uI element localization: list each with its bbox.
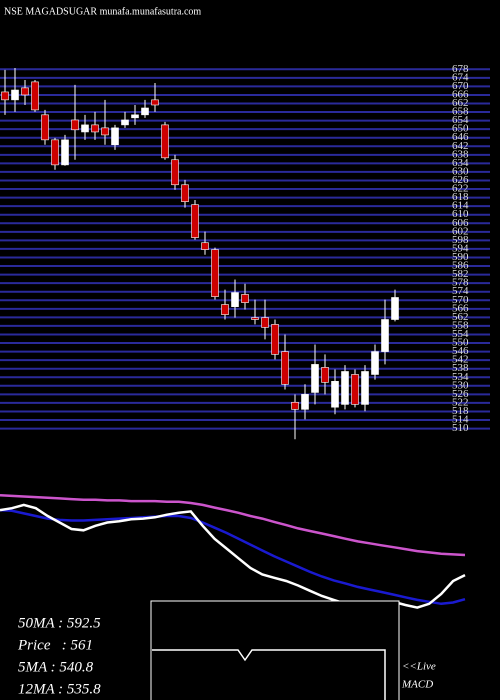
- candle-body: [71, 119, 79, 131]
- y-tick-label: 654: [452, 114, 469, 126]
- candle-body: [371, 351, 379, 375]
- y-tick-label: 566: [452, 302, 469, 314]
- y-tick-label: 586: [452, 260, 469, 272]
- ma12-label: 12MA : 535.8: [18, 681, 101, 697]
- y-tick-label: 646: [452, 131, 469, 143]
- candle-body: [61, 139, 69, 166]
- y-tick-label: 570: [452, 294, 469, 306]
- y-tick-label: 542: [452, 354, 469, 366]
- live-label: <<Live: [402, 661, 436, 673]
- candle-body: [281, 351, 289, 385]
- y-tick-label: 638: [452, 148, 469, 160]
- candle-body: [81, 124, 89, 133]
- candle-body: [321, 367, 329, 383]
- candle-body: [1, 91, 9, 101]
- y-tick-label: 634: [452, 157, 469, 169]
- y-tick-label: 630: [452, 165, 469, 177]
- candle-body: [391, 297, 399, 320]
- y-tick-label: 614: [452, 200, 469, 212]
- y-tick-label: 598: [452, 234, 469, 246]
- y-tick-label: 554: [452, 328, 469, 340]
- y-tick-label: 538: [452, 362, 469, 374]
- y-tick-label: 582: [452, 268, 469, 280]
- candle-body: [231, 292, 239, 307]
- price-label: Price : 561: [17, 637, 93, 653]
- y-tick-label: 610: [452, 208, 469, 220]
- candle-body: [301, 394, 309, 410]
- candle-body: [211, 249, 219, 297]
- candle-body: [201, 242, 209, 250]
- y-tick-label: 622: [452, 183, 469, 195]
- y-tick-label: 662: [452, 97, 469, 109]
- candle-body: [331, 381, 339, 408]
- y-tick-label: 650: [452, 123, 469, 135]
- y-tick-label: 678: [452, 63, 469, 75]
- macd-panel: [150, 600, 400, 700]
- candle-body: [41, 114, 49, 141]
- y-tick-label: 518: [452, 405, 469, 417]
- y-tick-label: 594: [452, 242, 469, 254]
- y-tick-label: 526: [452, 388, 469, 400]
- candle-body: [141, 107, 149, 116]
- candle-body: [361, 371, 369, 405]
- candle-body: [31, 81, 39, 111]
- candle-body: [151, 99, 159, 106]
- candle-body: [111, 127, 119, 146]
- ma5-label: 5MA : 540.8: [18, 659, 94, 675]
- candle-body: [51, 139, 59, 166]
- y-tick-label: 530: [452, 379, 469, 391]
- candle-body: [311, 364, 319, 393]
- macd-line: [152, 649, 386, 700]
- candle-body: [21, 87, 29, 96]
- candle-body: [131, 114, 139, 119]
- y-tick-label: 666: [452, 88, 469, 100]
- candle-body: [11, 89, 19, 101]
- grid: 5105145185225265305345385425465505545585…: [0, 63, 490, 434]
- candle-body: [191, 204, 199, 238]
- candle-body: [241, 294, 249, 303]
- macd-label: MACD: [401, 679, 433, 691]
- y-tick-label: 642: [452, 140, 469, 152]
- y-tick-label: 606: [452, 217, 469, 229]
- ma-line: [0, 508, 466, 606]
- y-tick-label: 550: [452, 337, 469, 349]
- ma-line: [0, 493, 466, 557]
- candle-body: [271, 324, 279, 355]
- y-tick-label: 658: [452, 106, 469, 118]
- y-tick-label: 534: [452, 371, 469, 383]
- candle-body: [101, 127, 109, 136]
- y-tick-label: 546: [452, 345, 469, 357]
- y-tick-label: 562: [452, 311, 469, 323]
- candle-body: [221, 304, 229, 315]
- ma50-label: 50MA : 592.5: [18, 615, 101, 631]
- candle-body: [251, 317, 259, 320]
- candle-body: [161, 124, 169, 159]
- y-tick-label: 578: [452, 277, 469, 289]
- y-tick-label: 674: [452, 71, 469, 83]
- candle-body: [261, 317, 269, 328]
- candle-body: [121, 119, 129, 126]
- y-tick-label: 618: [452, 191, 469, 203]
- candle-body: [291, 401, 299, 410]
- candle-body: [181, 184, 189, 202]
- candle-body: [351, 374, 359, 405]
- y-tick-label: 626: [452, 174, 469, 186]
- candle-body: [341, 371, 349, 405]
- y-tick-label: 558: [452, 319, 469, 331]
- candle-body: [171, 159, 179, 186]
- y-tick-label: 602: [452, 225, 469, 237]
- candles: [1, 67, 399, 440]
- y-tick-label: 514: [452, 414, 469, 426]
- candle-body: [381, 319, 389, 352]
- y-tick-label: 670: [452, 80, 469, 92]
- candle-body: [91, 124, 99, 133]
- y-tick-label: 574: [452, 285, 469, 297]
- y-tick-label: 590: [452, 251, 469, 263]
- chart-title: NSE MAGADSUGAR munafa.munafasutra.com: [4, 6, 201, 17]
- y-tick-label: 510: [452, 422, 469, 434]
- y-tick-label: 522: [452, 396, 469, 408]
